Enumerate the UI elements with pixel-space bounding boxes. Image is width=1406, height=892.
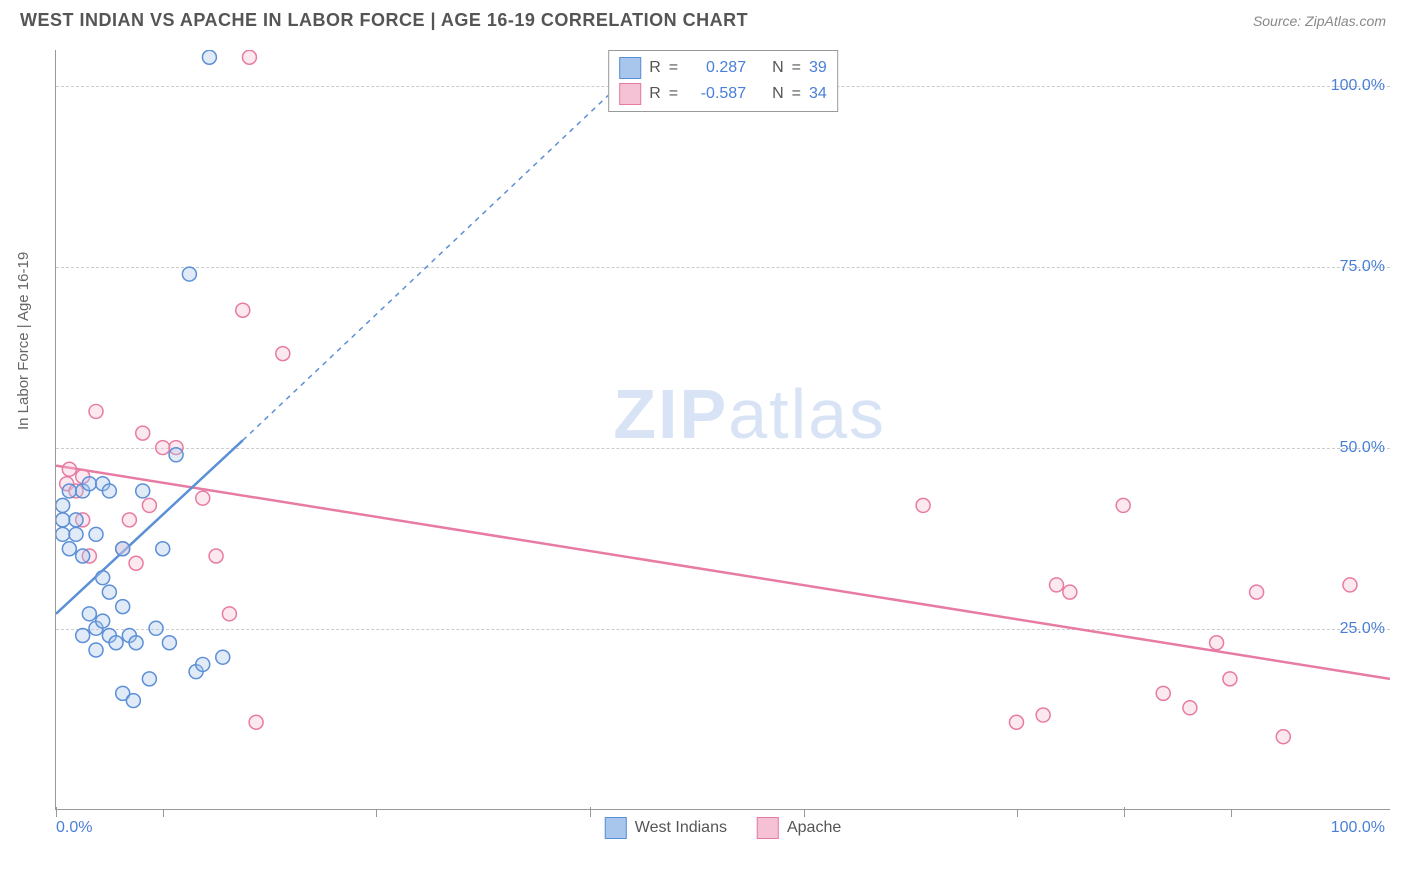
legend-label-west-indians: West Indians bbox=[635, 819, 727, 837]
chart-title: WEST INDIAN VS APACHE IN LABOR FORCE | A… bbox=[20, 10, 748, 31]
swatch-apache bbox=[757, 817, 779, 839]
equals-sign: = bbox=[669, 85, 678, 103]
n-label: N bbox=[772, 85, 784, 103]
correlation-legend: R = 0.287 N = 39 R = -0.587 N = 34 bbox=[608, 50, 838, 112]
swatch-west-indians bbox=[605, 817, 627, 839]
equals-sign: = bbox=[792, 85, 801, 103]
x-minor-tick bbox=[163, 809, 164, 817]
x-minor-tick bbox=[804, 809, 805, 817]
source-attribution: Source: ZipAtlas.com bbox=[1253, 13, 1386, 29]
r-value-apache: -0.587 bbox=[686, 85, 746, 103]
chart-plot-area: ZIPatlas R = 0.287 N = 39 R = -0.587 N =… bbox=[55, 50, 1390, 810]
swatch-apache bbox=[619, 83, 641, 105]
scatter-svg bbox=[56, 50, 1390, 809]
r-label: R bbox=[649, 85, 661, 103]
x-tick-label: 100.0% bbox=[1331, 819, 1385, 837]
n-value-west-indians: 39 bbox=[809, 59, 827, 77]
x-minor-tick bbox=[1231, 809, 1232, 817]
y-axis-label: In Labor Force | Age 16-19 bbox=[15, 252, 32, 430]
x-minor-tick bbox=[376, 809, 377, 817]
n-label: N bbox=[772, 59, 784, 77]
r-label: R bbox=[649, 59, 661, 77]
n-value-apache: 34 bbox=[809, 85, 827, 103]
x-tick-label: 0.0% bbox=[56, 819, 92, 837]
chart-header: WEST INDIAN VS APACHE IN LABOR FORCE | A… bbox=[0, 0, 1406, 36]
r-value-west-indians: 0.287 bbox=[686, 59, 746, 77]
series-legend: West Indians Apache bbox=[605, 817, 841, 839]
x-minor-tick bbox=[1017, 809, 1018, 817]
legend-label-apache: Apache bbox=[787, 819, 841, 837]
legend-item-apache: Apache bbox=[757, 817, 841, 839]
legend-row-apache: R = -0.587 N = 34 bbox=[619, 81, 827, 107]
legend-item-west-indians: West Indians bbox=[605, 817, 727, 839]
equals-sign: = bbox=[669, 59, 678, 77]
swatch-west-indians bbox=[619, 57, 641, 79]
equals-sign: = bbox=[792, 59, 801, 77]
legend-row-west-indians: R = 0.287 N = 39 bbox=[619, 55, 827, 81]
